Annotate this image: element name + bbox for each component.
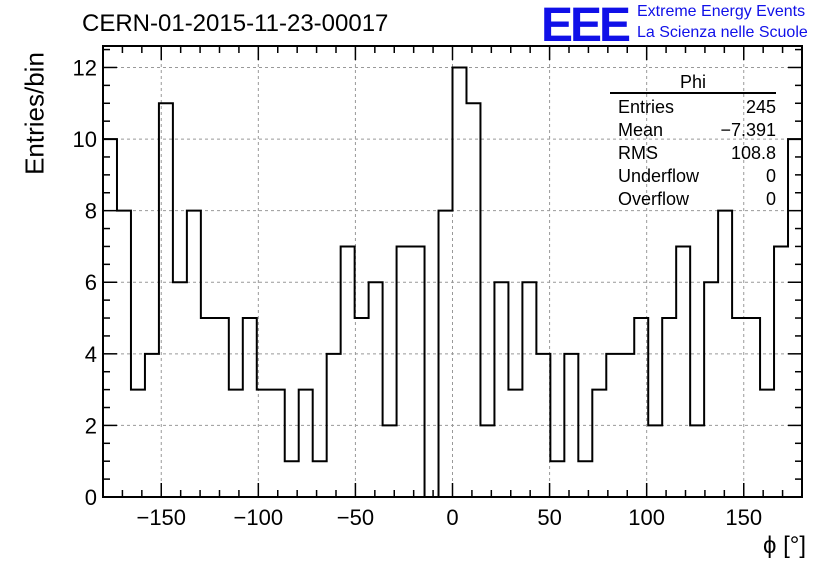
histogram-bin [648,425,662,497]
histogram-bin [466,103,480,497]
page-title: CERN-01-2015-11-23-00017 [82,10,389,37]
stats-value: 0 [765,189,776,209]
histogram-bin [508,390,522,497]
stats-title: Phi [679,72,706,92]
y-tick-label: 6 [85,270,97,295]
histogram-bin [257,390,271,497]
histogram-bin [746,318,760,497]
y-tick-label: 0 [85,485,97,510]
stats-row-rms: RMS 108.8 [610,142,776,165]
histogram-bin [704,282,718,497]
histogram-bin [494,282,508,497]
x-tick-label: 50 [537,505,561,530]
logo-subtitle-line2: La Scienza nelle Scuole [637,24,808,41]
histogram-line [102,66,803,498]
y-tick-label: 4 [85,342,97,367]
histogram-bin [578,461,592,497]
stats-value: 245 [745,97,776,117]
histogram-bin [760,390,774,497]
x-tick-label: −100 [234,505,284,530]
histogram-bin [299,390,313,497]
x-tick-label: −150 [136,505,186,530]
histogram-bin [718,211,732,497]
histogram-bin [341,246,355,497]
histogram-bin [411,246,425,497]
histogram-bin [173,282,187,497]
histogram-bin [662,318,676,497]
stats-value: 108.8 [730,143,776,163]
y-axis-label: Entries/bin [19,52,50,175]
histogram-bin [522,282,536,497]
stats-label: RMS [618,143,658,163]
histogram-bin [634,318,648,497]
x-tick-label: 100 [628,505,665,530]
histogram-bin [369,282,383,497]
histogram-bin [550,461,564,497]
stats-row-underflow: Underflow 0 [610,165,776,188]
y-tick-label: 8 [85,199,97,224]
histogram-bin [676,246,690,497]
stats-label: Overflow [618,189,690,209]
histogram-bin [397,246,411,497]
histogram-bin [131,390,145,497]
histogram-bin [201,318,215,497]
histogram-bin [215,318,229,497]
stats-divider [610,92,776,94]
stats-value: 0 [765,166,776,186]
stats-box: Phi Entries 245 Mean −7.391 RMS 108.8 Un… [610,72,776,211]
histogram-bin [480,425,494,497]
y-tick-label: 10 [73,127,97,152]
histogram-bin [592,390,606,497]
histogram-bin [229,390,243,497]
x-axis-label: ϕ [°] [762,532,806,559]
histogram-bin [355,318,369,497]
stats-label: Mean [618,120,664,140]
histogram-bin [271,390,285,497]
x-tick-label: 150 [725,505,762,530]
x-tick-label: −50 [337,505,374,530]
histogram-bin [690,425,704,497]
histogram-bin [383,425,397,497]
x-tick-label: 0 [446,505,458,530]
histogram-bin [774,246,788,497]
stats-row-mean: Mean −7.391 [610,119,776,142]
stats-value: −7.391 [720,120,776,140]
y-tick-label: 2 [85,413,97,438]
stats-label: Entries [618,97,675,117]
stats-row-entries: Entries 245 [610,96,776,119]
stats-row-overflow: Overflow 0 [610,188,776,211]
eee-logo: EEE [541,0,631,52]
histogram-bin [243,318,257,497]
stats-label: Underflow [618,166,700,186]
logo-subtitle-line1: Extreme Energy Events [637,3,806,20]
histogram-bin [313,461,327,497]
y-tick-label: 12 [73,55,97,80]
